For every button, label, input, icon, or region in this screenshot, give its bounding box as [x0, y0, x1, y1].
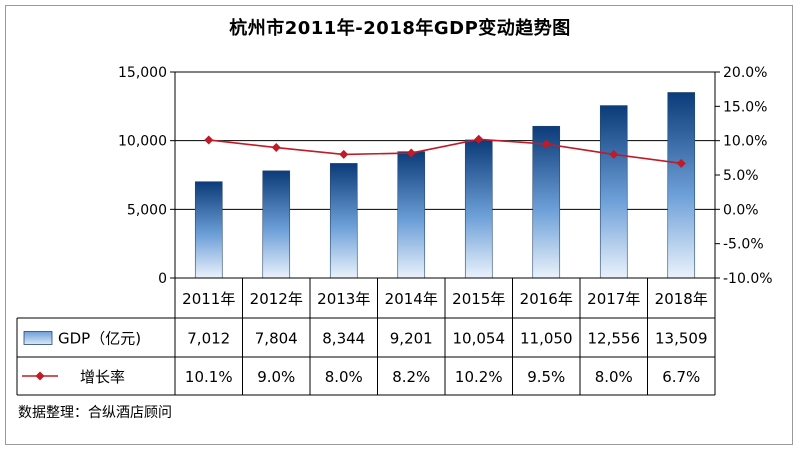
category-label: 2017年 [587, 290, 640, 308]
growth-line [208, 138, 682, 165]
growth-value-label: 9.0% [257, 368, 295, 386]
growth-value-label: 10.1% [185, 368, 233, 386]
category-label: 2015年 [452, 290, 505, 308]
plot-border [174, 71, 716, 279]
bars-layer [194, 92, 696, 279]
gdp-value-label: 11,050 [520, 330, 573, 348]
gdp-bar [397, 151, 426, 279]
gdp-bar [262, 170, 291, 279]
source-note: 数据整理：合纵酒店顾问 [18, 405, 172, 421]
gdp-bar [599, 105, 628, 279]
growth-point [406, 148, 416, 158]
gdp-bar [329, 163, 358, 279]
grid-layer [175, 71, 715, 279]
left-tick-label: 5,000 [127, 202, 167, 218]
growth-value-label: 8.2% [392, 368, 430, 386]
data-table: 2011年 2012年 2013年 2014年 2015年 2016年 2017年 2018年… [16, 277, 716, 396]
left-tick-label: 10,000 [118, 134, 167, 150]
growth-value-label: 10.2% [455, 368, 503, 386]
category-label: 2012年 [250, 290, 303, 308]
right-tick-label: -5.0% [723, 237, 764, 253]
category-label: 2018年 [655, 290, 708, 308]
gdp-bar [667, 92, 696, 279]
gdp-value-label: 9,201 [390, 330, 433, 348]
chart-title: 杭州市2011年-2018年GDP变动趋势图 [229, 18, 571, 39]
left-tick-label: 0 [158, 271, 167, 287]
gdp-bar [194, 181, 223, 279]
legend-label-gdp: GDP（亿元) [58, 330, 141, 348]
gdp-value-label: 7,012 [187, 330, 230, 348]
category-label: 2016年 [520, 290, 573, 308]
legend-label-growth: 增长率 [80, 368, 125, 386]
category-label: 2011年 [182, 290, 235, 308]
legend-key-gdp [23, 331, 53, 345]
gdp-value-label: 8,344 [322, 330, 365, 348]
right-tick-label: 20.0% [723, 65, 767, 81]
growth-point [541, 139, 551, 149]
gdp-value-label: 7,804 [255, 330, 298, 348]
growth-value-label: 8.0% [325, 368, 363, 386]
growth-point [271, 143, 281, 153]
left-tick-label: 15,000 [118, 65, 167, 81]
right-tick-label: -10.0% [723, 271, 773, 287]
category-label: 2013年 [317, 290, 370, 308]
category-label: 2014年 [385, 290, 438, 308]
growth-point [609, 149, 619, 159]
growth-point [676, 158, 686, 168]
right-tick-label: 5.0% [723, 168, 759, 184]
growth-value-label: 6.7% [662, 368, 700, 386]
growth-point [474, 134, 484, 144]
right-tick-label: 0.0% [723, 202, 759, 218]
growth-value-label: 9.5% [527, 368, 565, 386]
growth-value-label: 8.0% [595, 368, 633, 386]
right-tick-label: 15.0% [723, 99, 767, 115]
gdp-value-label: 12,556 [588, 330, 641, 348]
line-layer [204, 134, 686, 168]
gdp-bar [532, 125, 561, 279]
legend-key-growth-marker [35, 371, 45, 381]
gdp-value-label: 13,509 [655, 330, 708, 348]
axis-layer: 0 5,000 10,000 15,000 -10.0% -5.0% 0.0% 5.0% 10.… [118, 65, 773, 287]
growth-point [204, 135, 214, 145]
right-tick-label: 10.0% [723, 134, 767, 150]
growth-point [339, 149, 349, 159]
gdp-value-label: 10,054 [453, 330, 506, 348]
gdp-bar [464, 139, 493, 279]
